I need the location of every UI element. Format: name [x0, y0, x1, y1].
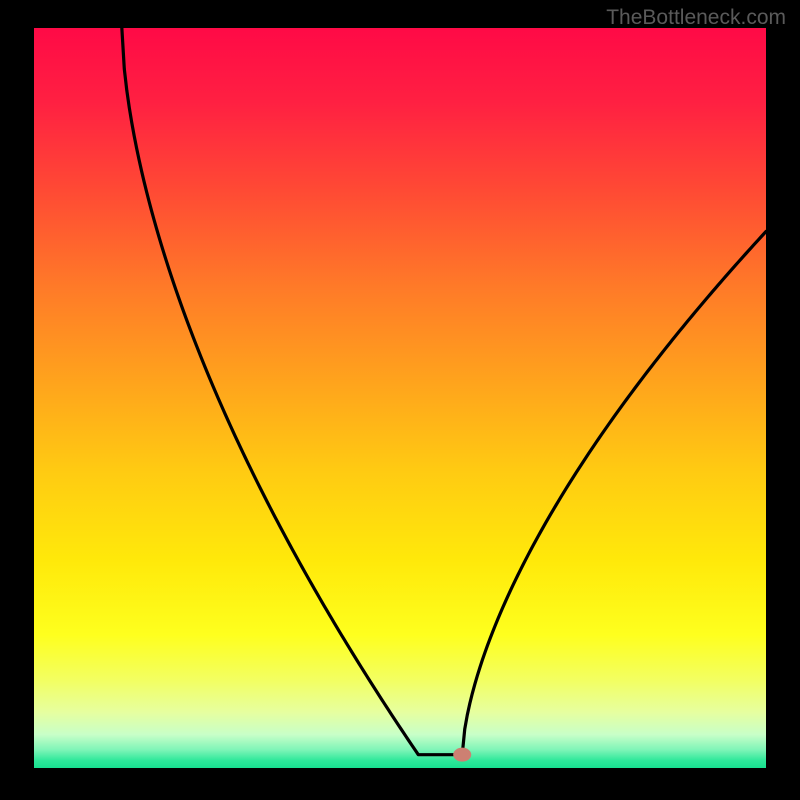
- plot-area: [34, 28, 766, 768]
- optimum-marker: [453, 748, 471, 762]
- chart-container: TheBottleneck.com: [0, 0, 800, 800]
- bottleneck-chart: [0, 0, 800, 800]
